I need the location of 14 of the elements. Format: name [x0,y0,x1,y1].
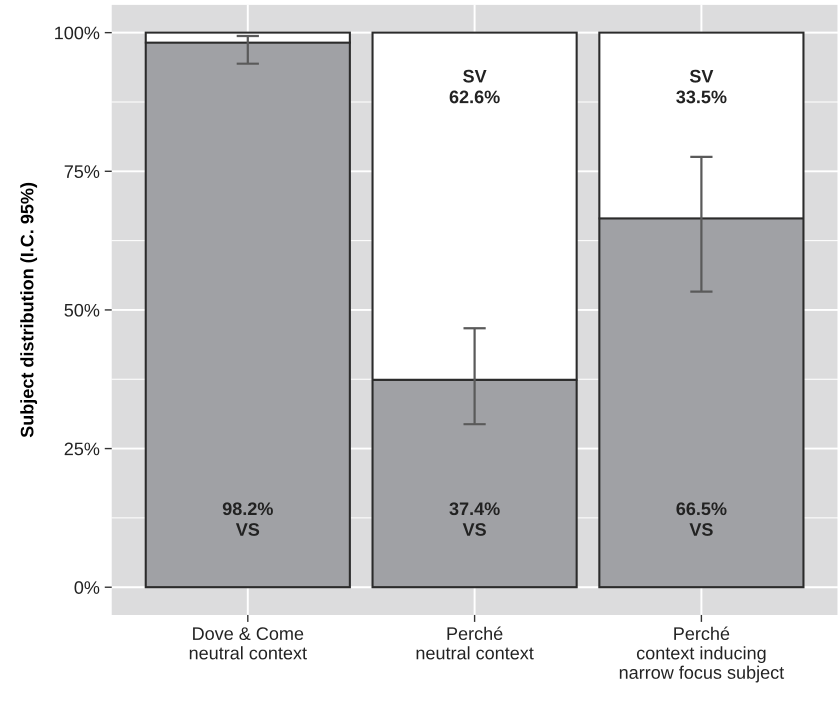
x-tick-label: Perché neutral context [416,626,534,660]
data-label: SV 62.6% [450,70,500,104]
y-tick-label: 75% [64,165,100,178]
y-tick-label: 25% [64,442,100,456]
data-label: SV 33.5% [676,70,727,104]
data-label: 37.4% VS [449,502,500,536]
data-label: 66.5% VS [676,502,727,536]
y-tick-label: 50% [64,304,100,317]
x-tick-label: Dove & Come neutral context [190,627,307,660]
y-axis-title: Subject distribution (I.C. 95%) [20,182,38,438]
y-tick-label: 100% [55,26,100,40]
x-tick-label: Perché context inducing narrow focus subject [620,626,784,682]
data-label: 98.2% VS [222,502,273,536]
y-tick-label: 0% [74,581,100,594]
